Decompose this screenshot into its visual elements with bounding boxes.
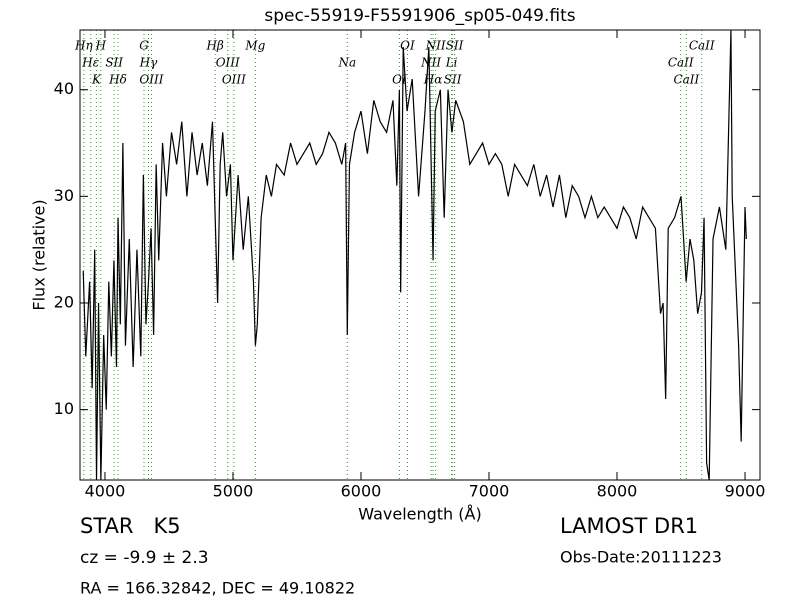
spectrum-line — [82, 30, 747, 480]
x-tick-label: 4000 — [85, 482, 126, 501]
obs-date: Obs-Date:20111223 — [560, 548, 722, 567]
chart-title: spec-55919-F5591906_sp05-049.fits — [264, 6, 575, 26]
spectral-line-label: CaII — [689, 39, 715, 53]
spectral-line-label: OIII — [139, 73, 163, 87]
redshift: cz = -9.9 ± 2.3 — [80, 548, 209, 568]
x-tick-label: 6000 — [341, 482, 382, 501]
spectral-line-label: Hγ — [139, 56, 158, 70]
spectral-line-label: Hβ — [205, 39, 223, 53]
spectral-line-label: CaII — [673, 73, 699, 87]
x-tick-label: 7000 — [469, 482, 510, 501]
spectral-line-label: OIII — [222, 73, 246, 87]
spectral-line-label: Li — [445, 56, 458, 70]
spectral-line-label: OI — [400, 39, 415, 53]
y-axis-label: Flux (relative) — [30, 199, 49, 310]
spectral-line-label: CaII — [668, 56, 694, 70]
spectral-line-label: Mg — [244, 39, 265, 53]
x-tick-label: 8000 — [597, 482, 638, 501]
spectral-line-label: SII — [446, 39, 464, 53]
y-tick-label: 10 — [54, 399, 74, 418]
spectral-line-label: SII — [105, 56, 123, 70]
y-tick-label: 20 — [54, 292, 74, 311]
coordinates: RA = 166.32842, DEC = 49.10822 — [80, 579, 355, 598]
spectral-line-label: NII — [425, 39, 446, 53]
spectral-line-label: H — [95, 39, 107, 53]
spectral-line-label: Hα — [423, 73, 443, 87]
spectral-line-label: SII — [444, 73, 462, 87]
survey: LAMOST DR1 — [560, 514, 698, 538]
x-axis-label: Wavelength (Å) — [358, 505, 481, 524]
plot-frame — [79, 29, 761, 481]
y-tick-label: 40 — [54, 79, 74, 98]
spectral-line-label: NII — [420, 56, 441, 70]
spectral-line-label: G — [139, 39, 149, 53]
spectral-line-label: Hδ — [108, 73, 127, 87]
spectral-line-label: Na — [337, 56, 356, 70]
object-class: STAR K5 — [80, 514, 181, 538]
y-tick-label: 30 — [54, 186, 74, 205]
spectral-line-label: Hε — [81, 56, 99, 70]
spectral-line-label: K — [91, 73, 102, 87]
spectral-line-label: Hη — [74, 39, 93, 53]
x-tick-label: 9000 — [725, 482, 766, 501]
spectral-line-label: OIII — [216, 56, 240, 70]
x-tick-label: 5000 — [213, 482, 254, 501]
